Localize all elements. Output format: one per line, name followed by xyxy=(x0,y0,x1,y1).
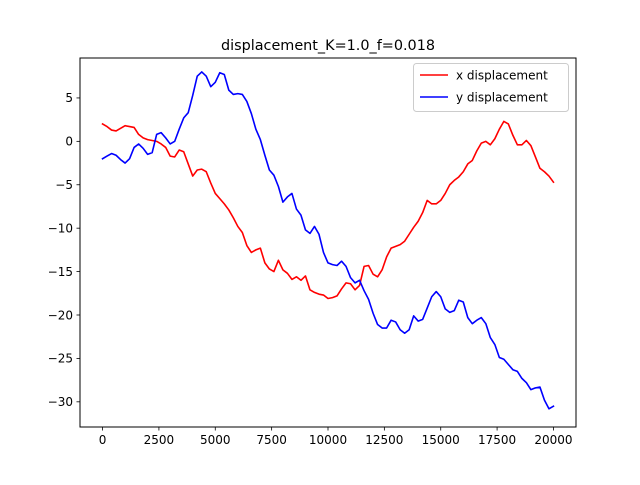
x-axis: 0 2500 5000 7500 10000 12500 15000 17500 20000 xyxy=(99,427,573,447)
y-tick-label: −5 xyxy=(55,178,73,192)
x-tick-label: 12500 xyxy=(365,433,403,447)
x-tick-label: 20000 xyxy=(534,433,572,447)
series-line-y-displacement xyxy=(101,71,555,410)
legend-label-x-displacement: x displacement xyxy=(456,69,548,83)
legend-frame xyxy=(413,63,569,112)
series-line-x-displacement xyxy=(101,120,555,300)
y-tick-label: −15 xyxy=(48,265,73,279)
y-axis: 5 0 −5 −10 −15 −20 −25 −30 xyxy=(48,91,80,409)
plot-area: 0 2500 5000 7500 10000 12500 15000 17500 20000 5… xyxy=(48,57,577,447)
legend-label-y-displacement: y displacement xyxy=(456,91,548,105)
y-tick-label: −20 xyxy=(48,308,73,322)
x-tick-label: 0 xyxy=(99,433,107,447)
y-tick-label: −30 xyxy=(48,395,73,409)
x-tick-label: 5000 xyxy=(200,433,231,447)
x-tick-label: 15000 xyxy=(422,433,460,447)
x-tick-label: 2500 xyxy=(144,433,175,447)
y-tick-label: −10 xyxy=(48,221,73,235)
series-layer xyxy=(101,71,555,410)
x-tick-label: 17500 xyxy=(478,433,516,447)
y-tick-label: −25 xyxy=(48,352,73,366)
x-tick-label: 7500 xyxy=(256,433,287,447)
y-tick-label: 0 xyxy=(65,135,73,149)
x-tick-label: 10000 xyxy=(309,433,347,447)
y-tick-label: 5 xyxy=(65,91,73,105)
chart-title: displacement_K=1.0_f=0.018 xyxy=(221,38,435,54)
legend: x displacement y displacement xyxy=(413,63,569,112)
